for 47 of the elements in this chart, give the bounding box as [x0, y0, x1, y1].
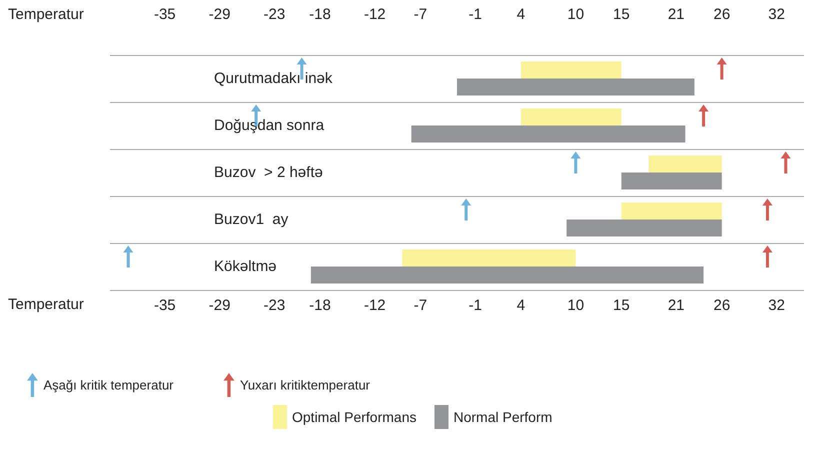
x-tick-label: 4 — [516, 297, 526, 314]
x-tick-label: -7 — [414, 297, 428, 314]
bar — [310, 266, 704, 284]
legend-label: Aşağı kritik temperatur — [43, 378, 174, 392]
x2-tick-label: -12 — [364, 6, 386, 23]
x2-tick-label: 32 — [768, 6, 785, 23]
x-tick-label: 26 — [713, 297, 730, 314]
x2-tick-label: -29 — [208, 6, 230, 23]
x-tick-label: -1 — [468, 297, 482, 314]
x-tick-label: 15 — [613, 297, 630, 314]
bar — [457, 78, 694, 96]
x2-tick-label: 4 — [516, 6, 526, 23]
y-tick-label: Doğuşdan sonra — [214, 117, 325, 134]
x-tick-label: -18 — [309, 297, 331, 314]
y-tick-label: Buzov1 ay — [214, 211, 289, 228]
x2-tick-label: 26 — [713, 6, 730, 23]
bar — [520, 108, 622, 126]
x2-tick-label: -7 — [414, 6, 428, 23]
bar — [621, 202, 722, 220]
x-tick-label: 32 — [768, 297, 785, 314]
x-tick-label: -23 — [264, 297, 286, 314]
x-tick-label: 21 — [668, 297, 684, 314]
y-tick-label: Buzov > 2 həftə — [214, 164, 323, 181]
x2-axis-title: Temperatur — [8, 6, 84, 23]
legend-label: Yuxarı kritiktemperatur — [240, 378, 371, 392]
bar — [648, 156, 722, 172]
bar — [402, 250, 576, 266]
x-tick-label: -29 — [208, 297, 230, 314]
x-axis-title: Temperatur — [8, 296, 84, 313]
y-tick-label: Kökəltmə — [214, 258, 277, 275]
legend-label: Optimal Performans — [292, 409, 416, 425]
x2-tick-label: 21 — [668, 6, 684, 23]
x2-tick-label: 15 — [613, 6, 630, 23]
x-tick-label: -35 — [154, 297, 176, 314]
x2-tick-label: -35 — [154, 6, 176, 23]
bar — [411, 126, 686, 142]
legend-label: Normal Perform — [453, 409, 552, 425]
y-tick-label: Qurutmadakı inək — [214, 70, 333, 87]
x-tick-label: -12 — [364, 297, 386, 314]
bar — [520, 62, 622, 78]
x-tick-label: 10 — [567, 297, 584, 314]
x2-tick-label: -18 — [309, 6, 331, 23]
x2-tick-label: -23 — [264, 6, 286, 23]
bar — [566, 220, 722, 236]
bar — [621, 172, 722, 190]
x2-tick-label: -1 — [468, 6, 482, 23]
x2-tick-label: 10 — [567, 6, 584, 23]
